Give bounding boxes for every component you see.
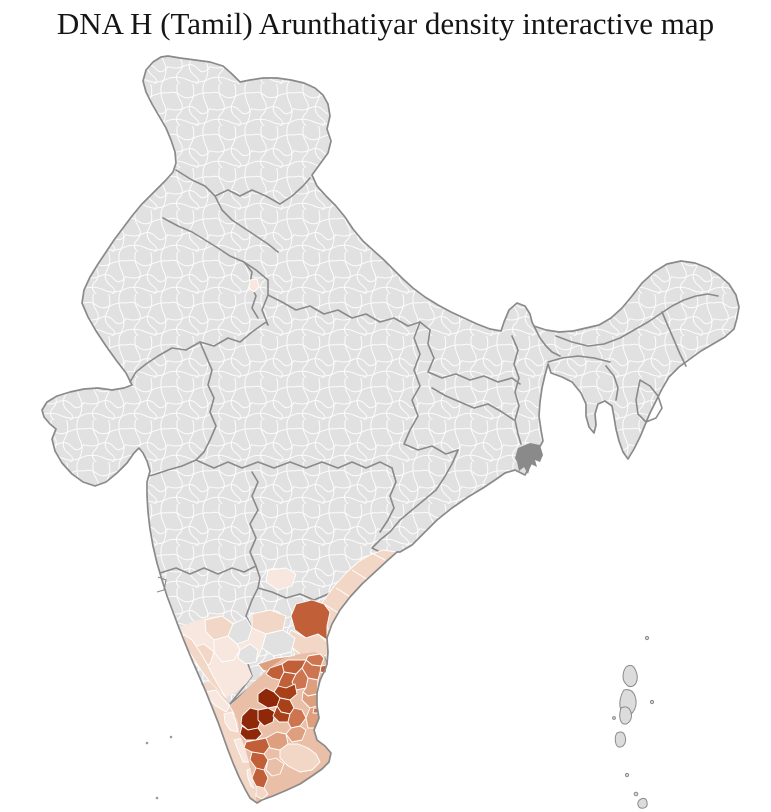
district [240,707,263,731]
district [243,737,271,755]
district [237,643,259,665]
district-delhi [248,278,260,293]
sundarbans-patch [515,443,543,474]
district [279,743,321,773]
lakshadweep-islands [145,735,173,800]
district [265,757,285,777]
andaman-nicobar-islands [612,635,655,809]
district [257,707,276,727]
district [223,711,239,733]
district [255,785,269,800]
district [285,725,307,743]
page-title: DNA H (Tamil) Arunthatiyar density inter… [56,6,715,41]
district [239,725,263,741]
district [213,635,241,663]
density-districts[interactable] [180,278,398,803]
district-texture [42,56,739,803]
district [202,682,257,803]
district [265,567,297,591]
